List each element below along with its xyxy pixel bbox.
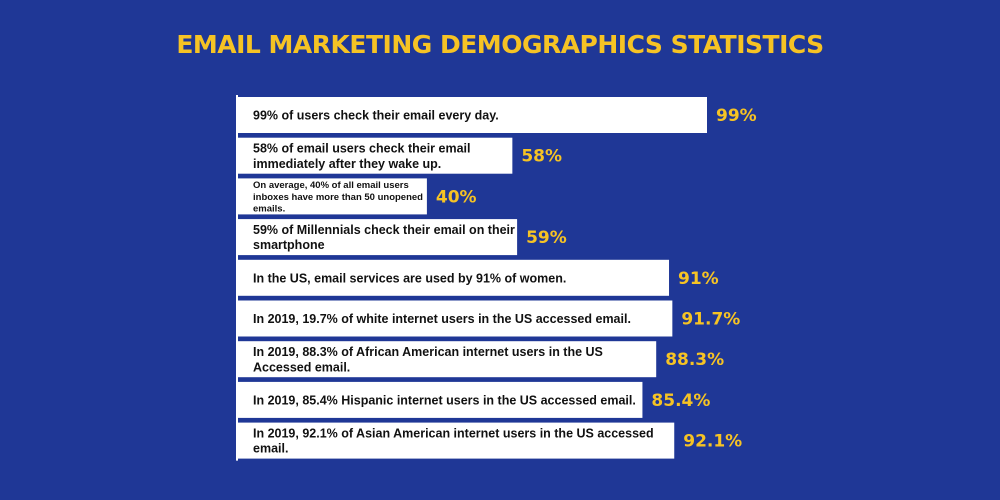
bar-value-label: 58% — [521, 147, 562, 167]
bar-value-label: 40% — [436, 187, 477, 207]
bar-category-label: 58% of email users check their email imme… — [253, 142, 470, 171]
bar — [237, 219, 518, 256]
bar-value-label: 91.7% — [681, 310, 740, 330]
bar-category-line: In 2019, 92.1% of Asian American interne… — [253, 426, 654, 440]
bar-category-line: immediately after they wake up. — [253, 157, 441, 171]
bar-category-line: In 2019, 88.3% of African American inter… — [253, 345, 603, 359]
bar-category-label: In 2019, 19.7% of white internet users i… — [253, 312, 631, 326]
bar-category-line: emails. — [253, 203, 285, 214]
bar-group: 99% of users check their email every day… — [237, 97, 757, 133]
bar-group: In the US, email services are used by 91… — [237, 259, 719, 296]
bar-category-label: On average, 40% of all email users inboxe… — [253, 180, 423, 214]
bar-value-label: 99% — [716, 106, 757, 126]
bar — [237, 97, 707, 133]
bar-group: In 2019, 85.4% Hispanic internet users i… — [237, 381, 710, 418]
chart-title: EMAIL MARKETING DEMOGRAPHICS STATISTICS — [176, 30, 824, 59]
bar-category-label: 59% of Millennials check their email on … — [253, 223, 515, 252]
bar-value-label: 92.1% — [683, 432, 742, 452]
bar — [237, 422, 675, 459]
bar-category-line: In 2019, 85.4% Hispanic internet users i… — [253, 393, 636, 407]
bar-category-line: In the US, email services are used by 91… — [253, 271, 566, 285]
bar-category-line: Accessed email. — [253, 360, 350, 374]
bar-value-label: 85.4% — [651, 391, 710, 411]
bar-category-line: email. — [253, 442, 288, 456]
bar — [237, 178, 427, 215]
bar-category-line: 58% of email users check their email — [253, 142, 470, 156]
bar-group: In 2019, 92.1% of Asian American interne… — [237, 422, 742, 459]
bar — [237, 259, 670, 296]
bar-category-label: In 2019, 88.3% of African American inter… — [253, 345, 603, 374]
bar — [237, 341, 657, 378]
bar-category-label: In 2019, 85.4% Hispanic internet users i… — [253, 393, 636, 407]
bar-category-line: 99% of users check their email every day… — [253, 109, 499, 123]
bar-group: 59% of Millennials check their email on … — [237, 219, 567, 256]
bar-value-label: 88.3% — [665, 350, 724, 370]
bar-category-label: In 2019, 92.1% of Asian American interne… — [253, 426, 654, 455]
bar-group: 58% of email users check their email imme… — [237, 137, 562, 174]
bar-group: In 2019, 88.3% of African American inter… — [237, 341, 724, 378]
bar-category-line: 59% of Millennials check their email on … — [253, 223, 515, 237]
bar-value-label: 59% — [526, 228, 567, 248]
bar-category-line: In 2019, 19.7% of white internet users i… — [253, 312, 631, 326]
bar-group: In 2019, 19.7% of white internet users i… — [237, 300, 740, 337]
bar-category-line: On average, 40% of all email users — [253, 180, 409, 191]
bar-category-label: 99% of users check their email every day… — [253, 109, 499, 123]
bar — [237, 300, 673, 337]
bar — [237, 381, 643, 418]
bar-category-line: inboxes have more than 50 unopened — [253, 192, 423, 203]
bar-category-line: smartphone — [253, 238, 325, 252]
bar-group: On average, 40% of all email users inboxe… — [237, 178, 477, 214]
bar — [237, 137, 513, 174]
bar-value-label: 91% — [678, 269, 719, 289]
bar-category-label: In the US, email services are used by 91… — [253, 271, 566, 285]
